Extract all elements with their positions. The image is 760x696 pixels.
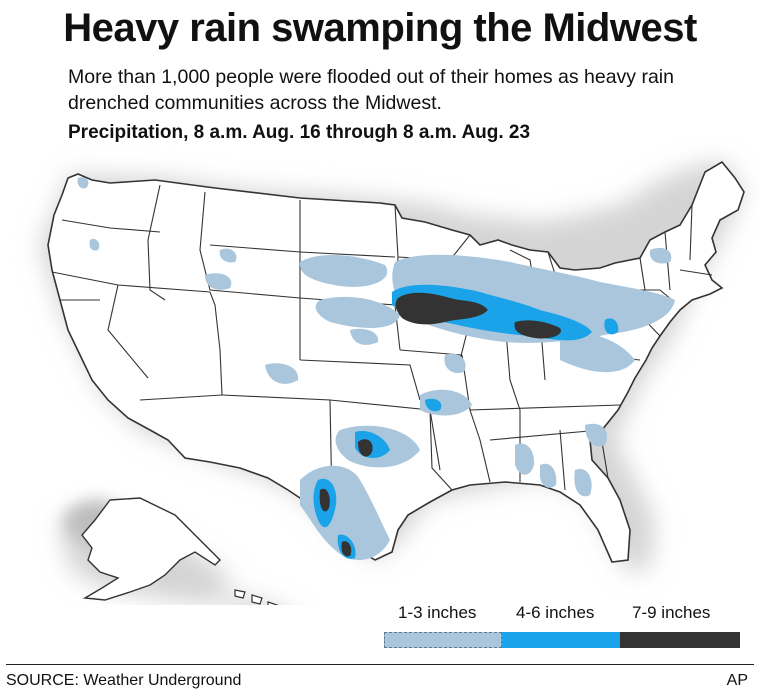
map-title: Heavy rain swamping the Midwest bbox=[63, 6, 697, 50]
map-subtitle: More than 1,000 people were flooded out … bbox=[68, 66, 674, 114]
us-precipitation-map bbox=[40, 160, 745, 605]
legend-swatch-4-6 bbox=[502, 632, 620, 648]
us-landmass bbox=[47, 160, 745, 563]
source-credit: SOURCE: Weather Underground bbox=[6, 672, 242, 689]
legend-swatch-1-3 bbox=[384, 632, 502, 648]
legend-label-1-3: 1-3 inches bbox=[398, 603, 477, 622]
alaska bbox=[81, 497, 221, 601]
legend-label-7-9: 7-9 inches bbox=[632, 603, 711, 622]
date-range-label: Precipitation, 8 a.m. Aug. 16 through 8 … bbox=[68, 122, 531, 143]
agency-credit: AP bbox=[726, 672, 748, 689]
legend-swatch-7-9 bbox=[620, 632, 740, 648]
precip-7-9-inches bbox=[319, 292, 561, 557]
footer-divider bbox=[6, 664, 754, 665]
legend-label-4-6: 4-6 inches bbox=[516, 603, 595, 622]
hawaii bbox=[234, 589, 279, 605]
